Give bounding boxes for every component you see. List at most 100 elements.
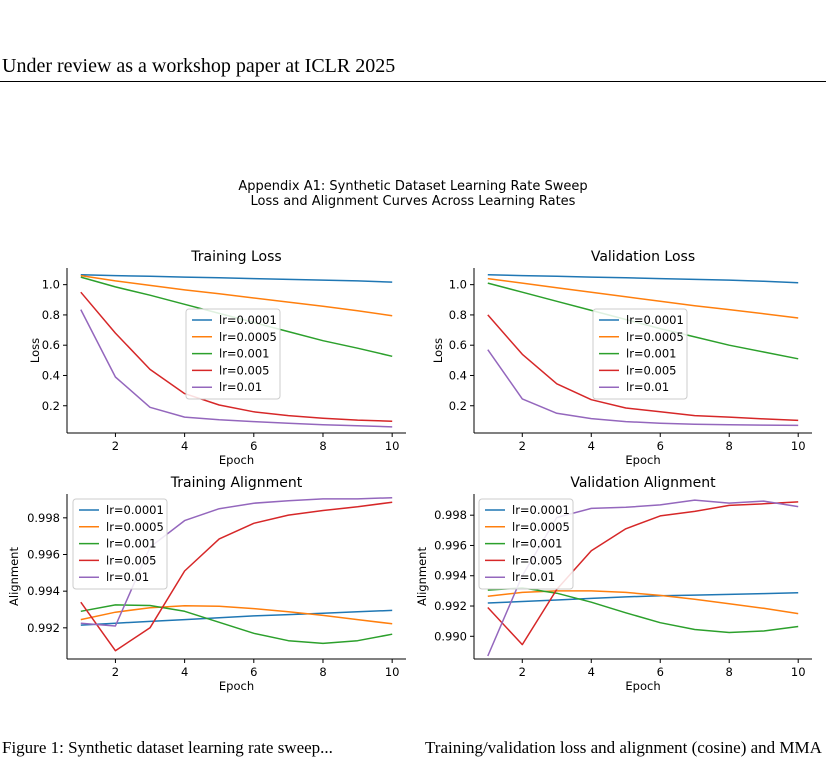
panel-title: Training Loss bbox=[190, 249, 281, 265]
x-tick-label: 8 bbox=[726, 665, 733, 679]
chart-panel-3: Training Alignment 2 4 6 8 10 0.992 0.994 0.996 0… bbox=[7, 475, 406, 693]
legend-label: lr=0.0001 bbox=[106, 503, 164, 517]
y-tick-label: 0.994 bbox=[434, 569, 467, 583]
caption-right: Training/validation loss and alignment (… bbox=[425, 738, 826, 757]
legend-box bbox=[478, 498, 574, 590]
y-tick-label: 0.998 bbox=[434, 508, 467, 522]
legend-label: lr=0.0001 bbox=[626, 313, 684, 327]
y-tick-label: 0.6 bbox=[42, 338, 60, 352]
legend-label: lr=0.005 bbox=[106, 553, 156, 567]
panel-title: Validation Alignment bbox=[570, 475, 716, 491]
series-line-lr=0.01 bbox=[487, 349, 799, 427]
y-tick-label: 0.8 bbox=[42, 308, 60, 322]
y-tick-label: 0.998 bbox=[27, 511, 60, 525]
y-tick-label: 1.0 bbox=[449, 278, 467, 292]
legend-label: lr=0.01 bbox=[219, 380, 262, 394]
series-line-lr=0.0005 bbox=[487, 590, 799, 615]
legend-box bbox=[185, 308, 281, 400]
legend-label: lr=0.0005 bbox=[106, 520, 164, 534]
series-line-lr=0.0005 bbox=[80, 274, 393, 317]
y-axis-label: Loss bbox=[431, 338, 445, 363]
x-tick-label: 8 bbox=[726, 439, 733, 453]
y-tick-label: 0.4 bbox=[42, 368, 60, 382]
chart-panel-4: Validation Alignment 2 4 6 8 10 0.990 0.992 0.99… bbox=[415, 475, 812, 693]
caption-left: Figure 1: Synthetic dataset learning rat… bbox=[2, 738, 333, 757]
x-tick-label: 8 bbox=[319, 665, 326, 679]
header-rule bbox=[0, 81, 826, 82]
legend-label: lr=0.005 bbox=[512, 553, 562, 567]
legend-box bbox=[592, 308, 688, 400]
x-axis-label: Epoch bbox=[219, 453, 254, 467]
legend-label: lr=0.01 bbox=[106, 570, 149, 584]
legend-label: lr=0.001 bbox=[219, 347, 269, 361]
x-axis-label: Epoch bbox=[625, 453, 660, 467]
series-line-lr=0.005 bbox=[487, 314, 799, 422]
x-tick-label: 6 bbox=[250, 665, 257, 679]
x-axis-label: Epoch bbox=[219, 679, 254, 693]
figure-title-line-2: Loss and Alignment Curves Across Learnin… bbox=[250, 194, 576, 209]
x-tick-label: 2 bbox=[112, 439, 119, 453]
page-header: Under review as a workshop paper at ICLR… bbox=[2, 55, 396, 77]
x-axis-label: Epoch bbox=[625, 679, 660, 693]
legend-label: lr=0.01 bbox=[512, 570, 555, 584]
legend-label: lr=0.0001 bbox=[512, 503, 570, 517]
series-line-lr=0.0001 bbox=[487, 592, 799, 604]
series-line-lr=0.005 bbox=[80, 501, 393, 652]
chart-panel-1: Training Loss 2 4 6 8 10 0.2 0.4 0.6 0.8 1.0 Epoch L… bbox=[28, 249, 406, 467]
x-tick-label: 10 bbox=[385, 439, 400, 453]
x-tick-label: 2 bbox=[519, 665, 526, 679]
legend-label: lr=0.01 bbox=[626, 380, 669, 394]
x-tick-label: 10 bbox=[791, 665, 806, 679]
y-tick-label: 0.994 bbox=[27, 584, 60, 598]
series-line-lr=0.001 bbox=[487, 587, 799, 634]
x-tick-label: 8 bbox=[319, 439, 326, 453]
x-tick-label: 6 bbox=[250, 439, 257, 453]
legend-label: lr=0.0005 bbox=[512, 520, 570, 534]
legend-label: lr=0.005 bbox=[626, 363, 676, 377]
figure-title-line-1: Appendix A1: Synthetic Dataset Learning … bbox=[238, 179, 588, 194]
x-tick-label: 4 bbox=[588, 665, 595, 679]
series-line-lr=0.0001 bbox=[80, 609, 393, 626]
legend-label: lr=0.0005 bbox=[219, 330, 277, 344]
y-tick-label: 0.4 bbox=[449, 368, 467, 382]
series-line-lr=0.0001 bbox=[487, 274, 799, 284]
series-line-lr=0.01 bbox=[80, 309, 393, 428]
legend-label: lr=0.001 bbox=[106, 537, 156, 551]
x-tick-label: 4 bbox=[181, 439, 188, 453]
legend-label: lr=0.001 bbox=[626, 347, 676, 361]
y-axis-label: Alignment bbox=[415, 547, 429, 606]
x-tick-label: 10 bbox=[791, 439, 806, 453]
y-tick-label: 0.996 bbox=[434, 538, 467, 552]
y-axis-label: Alignment bbox=[7, 547, 21, 606]
y-tick-label: 0.996 bbox=[27, 548, 60, 562]
x-tick-label: 10 bbox=[385, 665, 400, 679]
x-tick-label: 4 bbox=[588, 439, 595, 453]
legend-label: lr=0.005 bbox=[219, 363, 269, 377]
y-tick-label: 0.990 bbox=[434, 629, 467, 643]
series-line-lr=0.001 bbox=[80, 604, 393, 645]
x-tick-label: 2 bbox=[519, 439, 526, 453]
series-line-lr=0.0001 bbox=[80, 274, 393, 283]
x-tick-label: 6 bbox=[657, 439, 664, 453]
y-axis-label: Loss bbox=[28, 338, 42, 363]
y-tick-label: 0.2 bbox=[42, 399, 60, 413]
x-tick-label: 4 bbox=[181, 665, 188, 679]
legend-label: lr=0.0001 bbox=[219, 313, 277, 327]
y-tick-label: 0.992 bbox=[27, 621, 60, 635]
panel-title: Validation Loss bbox=[591, 249, 695, 265]
y-tick-label: 0.6 bbox=[449, 338, 467, 352]
chart-panel-2: Validation Loss 2 4 6 8 10 0.2 0.4 0.6 0.8 1.0 Epoc… bbox=[431, 249, 812, 467]
series-line-lr=0.005 bbox=[80, 291, 393, 422]
y-tick-label: 0.8 bbox=[449, 308, 467, 322]
x-tick-label: 2 bbox=[112, 665, 119, 679]
legend-label: lr=0.0005 bbox=[626, 330, 684, 344]
x-tick-label: 6 bbox=[657, 665, 664, 679]
series-line-lr=0.0005 bbox=[80, 605, 393, 625]
y-tick-label: 0.992 bbox=[434, 599, 467, 613]
legend-box bbox=[72, 498, 168, 590]
y-tick-label: 1.0 bbox=[42, 278, 60, 292]
y-tick-label: 0.2 bbox=[449, 399, 467, 413]
series-line-lr=0.0005 bbox=[487, 277, 799, 319]
legend-label: lr=0.001 bbox=[512, 537, 562, 551]
